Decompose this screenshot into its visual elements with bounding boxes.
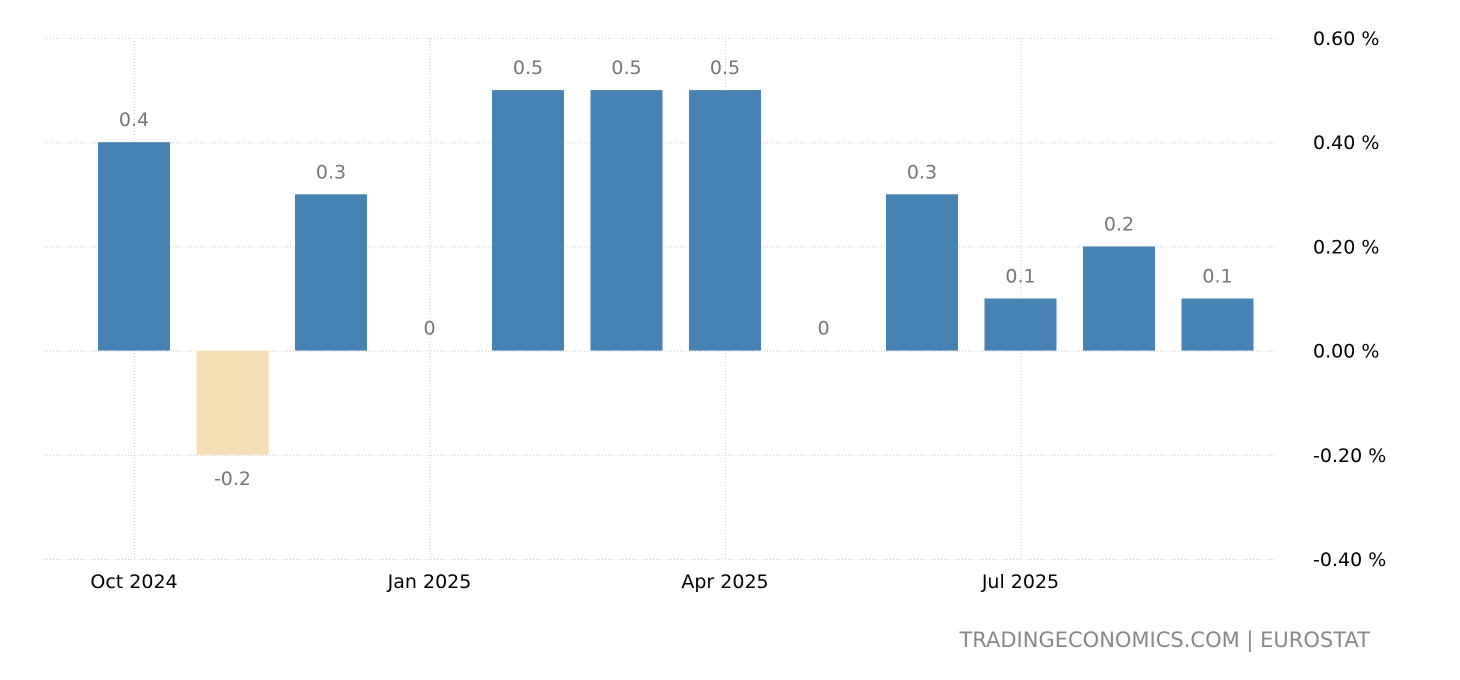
data-label: 0.5 (710, 57, 740, 79)
data-label: 0.1 (1005, 266, 1035, 288)
data-label: -0.2 (214, 468, 251, 490)
bar (984, 298, 1057, 351)
bar (1181, 298, 1254, 351)
source-credit: TRADINGECONOMICS.COM | EUROSTAT (959, 628, 1370, 652)
bar (1083, 246, 1155, 351)
bar-chart: 0.60 % 0.40 % 0.20 % 0.00 % -0.20 % -0.40 % Oc… (44, 28, 1386, 593)
data-label: 0.3 (907, 161, 937, 183)
y-tick-label: -0.20 % (1313, 445, 1386, 467)
bar (492, 90, 564, 351)
y-tick-label: 0.60 % (1313, 28, 1379, 50)
x-tick-label: Jan 2025 (387, 571, 472, 593)
x-tick-label: Jul 2025 (981, 571, 1059, 593)
x-tick-label: Oct 2024 (90, 571, 177, 593)
data-label: 0.5 (611, 57, 641, 79)
data-label: 0.4 (119, 109, 149, 131)
data-label: 0 (423, 318, 435, 340)
bar (590, 90, 663, 351)
bar (196, 350, 269, 455)
data-label: 0.1 (1202, 266, 1232, 288)
x-tick-label: Apr 2025 (681, 571, 768, 593)
y-tick-label: 0.40 % (1313, 132, 1379, 154)
bar (689, 90, 761, 351)
y-tick-label: -0.40 % (1313, 549, 1386, 571)
bar (98, 142, 170, 351)
data-label: 0.5 (513, 57, 543, 79)
bar (886, 194, 958, 351)
data-label: 0.2 (1104, 213, 1134, 235)
bar (295, 194, 367, 351)
y-tick-label: 0.00 % (1313, 341, 1379, 363)
data-label: 0.3 (316, 161, 346, 183)
y-tick-label: 0.20 % (1313, 236, 1379, 258)
data-label: 0 (817, 318, 829, 340)
